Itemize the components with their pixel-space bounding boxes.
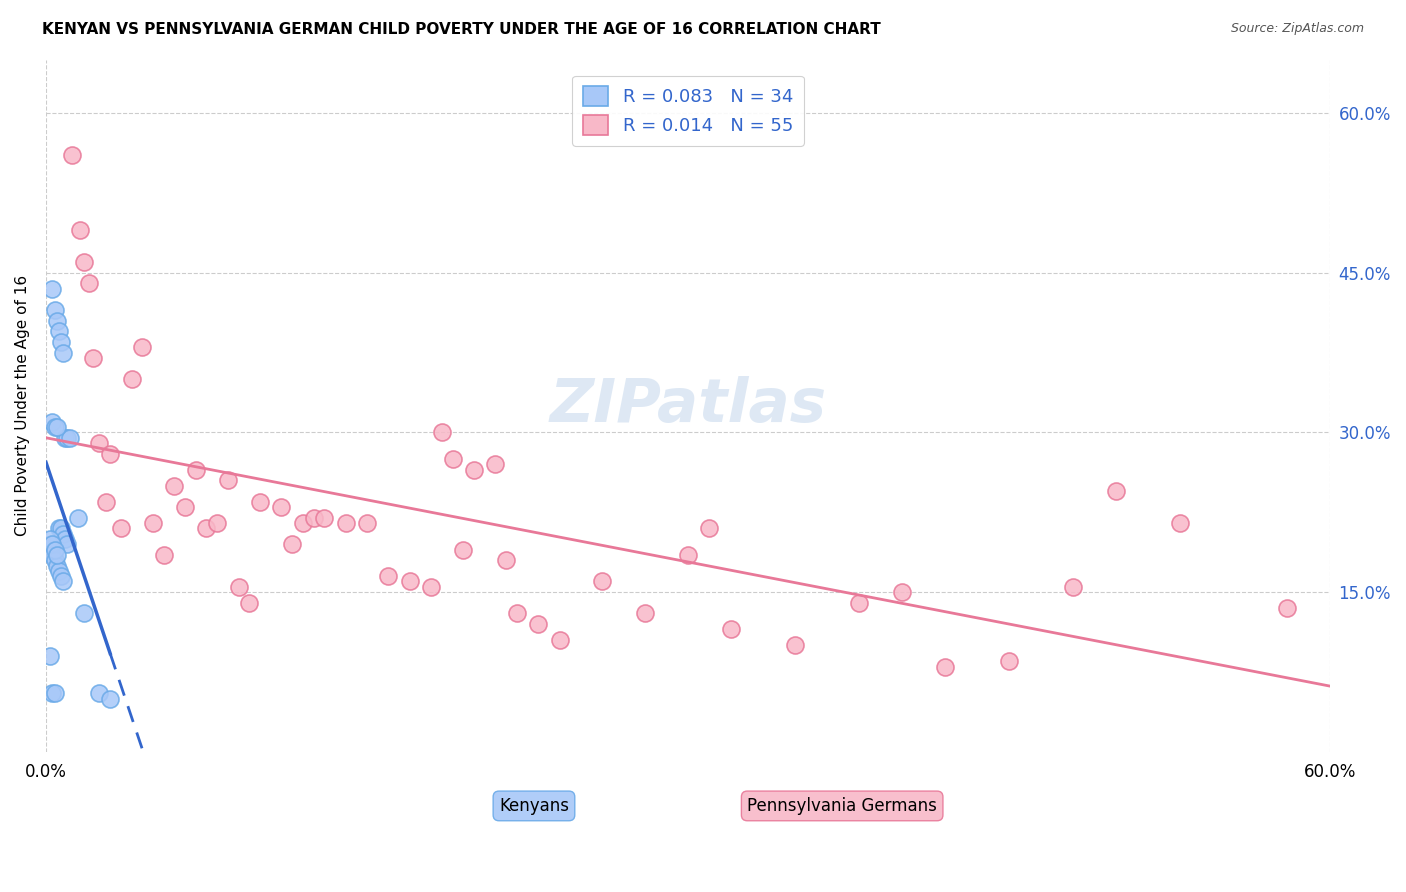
Point [891,585,914,599]
Point [527,617,550,632]
Legend: R = 0.083   N = 34, R = 0.014   N = 55: R = 0.083 N = 34, R = 0.014 N = 55 [572,76,804,146]
Point [44,420,66,434]
Point [377,569,399,583]
Point [121,372,143,386]
Point [77,277,100,291]
Point [163,478,186,492]
Point [44,686,66,700]
Point [634,607,657,621]
Point [291,516,314,530]
Point [484,458,506,472]
Point [56,431,79,445]
Point [41,537,63,551]
Text: Source: ZipAtlas.com: Source: ZipAtlas.com [1230,22,1364,36]
Point [783,639,806,653]
Point [430,425,453,440]
Point [699,521,721,535]
Point [53,532,76,546]
Point [89,686,111,700]
Point [56,537,79,551]
Point [67,510,90,524]
Point [152,548,174,562]
Point [98,691,121,706]
Point [506,607,529,621]
Point [270,500,292,514]
Point [676,548,699,562]
Point [184,463,207,477]
Point [495,553,517,567]
Point [69,223,91,237]
Point [39,532,62,546]
Point [45,313,67,327]
Point [48,521,70,535]
Point [52,574,75,589]
Point [73,255,96,269]
Point [94,494,117,508]
Point [41,686,63,700]
Point [195,521,218,535]
Point [44,542,66,557]
Point [281,537,304,551]
Point [49,569,72,583]
Point [48,324,70,338]
Point [848,596,870,610]
Text: Pennsylvania Germans: Pennsylvania Germans [747,797,938,815]
Text: KENYAN VS PENNSYLVANIA GERMAN CHILD POVERTY UNDER THE AGE OF 16 CORRELATION CHAR: KENYAN VS PENNSYLVANIA GERMAN CHILD POVE… [42,22,882,37]
Point [398,574,420,589]
Point [41,548,63,562]
Point [1170,516,1192,530]
Point [52,345,75,359]
Point [1062,580,1084,594]
Point [335,516,357,530]
Point [48,564,70,578]
Point [420,580,443,594]
Point [238,596,260,610]
Point [49,521,72,535]
Point [98,447,121,461]
Point [52,526,75,541]
Point [356,516,378,530]
Point [314,510,336,524]
Point [249,494,271,508]
Point [174,500,197,514]
Point [1277,601,1299,615]
Y-axis label: Child Poverty Under the Age of 16: Child Poverty Under the Age of 16 [15,276,30,536]
Point [205,516,228,530]
Point [53,431,76,445]
Point [1105,483,1128,498]
Text: ZIPatlas: ZIPatlas [550,376,827,435]
Point [934,659,956,673]
Point [591,574,613,589]
Point [44,302,66,317]
Point [39,648,62,663]
Point [548,633,571,648]
Point [89,436,111,450]
Point [228,580,250,594]
Point [49,334,72,349]
Point [73,607,96,621]
Point [41,415,63,429]
Point [217,473,239,487]
Point [131,340,153,354]
Point [44,553,66,567]
Point [41,282,63,296]
Point [110,521,132,535]
Point [463,463,485,477]
Point [45,420,67,434]
Point [82,351,104,365]
Text: Kenyans: Kenyans [499,797,569,815]
Point [453,542,475,557]
Point [441,452,464,467]
Point [302,510,325,524]
Point [142,516,165,530]
Point [60,148,83,162]
Point [998,654,1021,668]
Point [720,623,742,637]
Point [58,431,80,445]
Point [45,548,67,562]
Point [45,558,67,573]
